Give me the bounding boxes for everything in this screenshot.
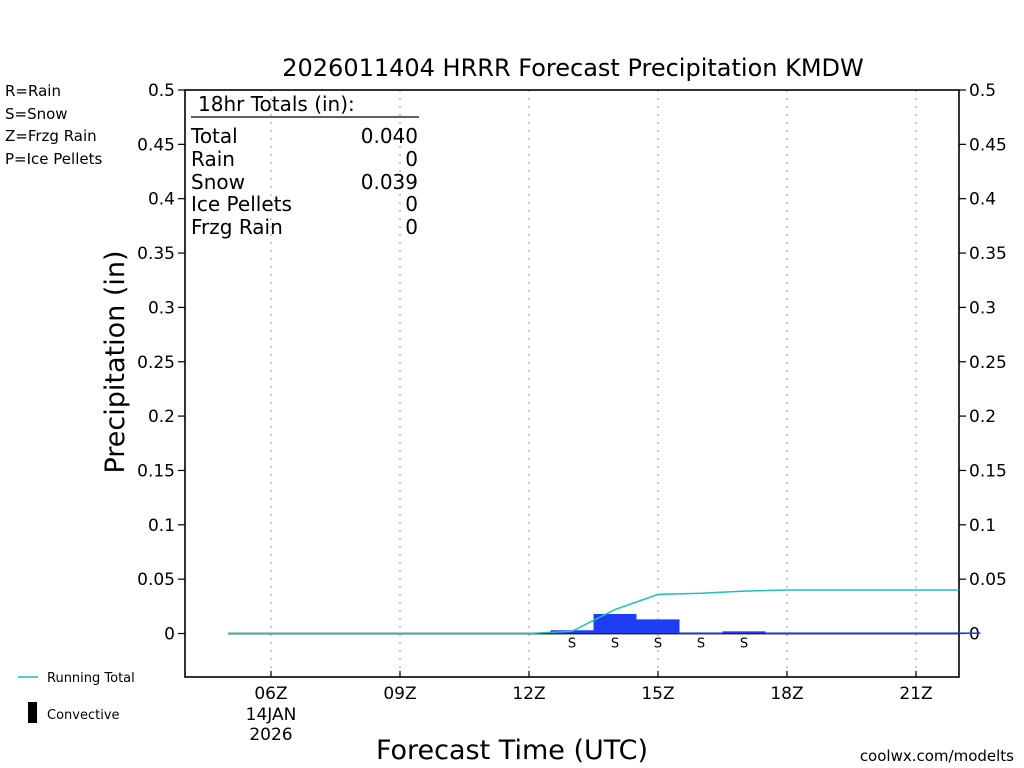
totals-value-ice-pellets: 0 <box>405 192 418 216</box>
legend-ice-pellets: P=Ice Pellets <box>5 150 102 168</box>
xtick-label-18Z: 18Z <box>770 684 803 704</box>
x-axis-title: Forecast Time (UTC) <box>376 735 648 766</box>
totals-value-total: 0.040 <box>361 124 418 148</box>
precip-bar-19 <box>808 632 852 634</box>
ytick-label-left: 0.25 <box>137 353 175 373</box>
totals-label-ice-pellets: Ice Pellets <box>191 192 292 216</box>
vertical-gridlines <box>270 90 917 677</box>
ytick-label-left: 0.2 <box>148 407 175 427</box>
xtick-label-21Z: 21Z <box>899 684 932 704</box>
totals-value-frzg-rain: 0 <box>405 215 418 239</box>
ytick-label-left: 0.5 <box>148 81 175 101</box>
ytick-label-right: 0 <box>969 625 980 645</box>
xtick-date: 14JAN <box>246 705 297 725</box>
precip-bar-17 <box>722 631 766 634</box>
ptype-marker: S <box>740 637 748 652</box>
credit-text: coolwx.com/modelts <box>860 747 1014 765</box>
ytick-label-left: 0.1 <box>148 516 175 536</box>
precip-bar-16 <box>679 632 723 634</box>
totals-label-rain: Rain <box>191 147 235 171</box>
chart-title: 2026011404 HRRR Forecast Precipitation K… <box>282 54 864 82</box>
ytick-label-left: 0.05 <box>137 570 175 590</box>
totals-box: 18hr Totals (in): Total 0.040 Rain 0 Sno… <box>190 92 419 239</box>
ytick-label-left: 0.45 <box>137 135 175 155</box>
totals-value-rain: 0 <box>405 147 418 171</box>
legend-snow: S=Snow <box>5 105 68 123</box>
ytick-label-right: 0.2 <box>969 407 996 427</box>
totals-label-total: Total <box>190 124 238 148</box>
precip-bar-15 <box>636 619 680 634</box>
xtick-label-06Z: 06Z <box>254 684 287 704</box>
precip-bar-21 <box>894 632 938 634</box>
ptype-marker: S <box>611 637 619 652</box>
ytick-label-left: 0.35 <box>137 244 175 264</box>
xtick-label-12Z: 12Z <box>512 684 545 704</box>
totals-value-snow: 0.039 <box>361 170 418 194</box>
ytick-label-right: 0.5 <box>969 81 996 101</box>
ytick-label-right: 0.25 <box>969 353 1007 373</box>
ytick-label-right: 0.4 <box>969 190 996 210</box>
convective-swatch <box>28 702 37 723</box>
series-legend: Running Total Convective <box>18 671 135 723</box>
legend-convective: Convective <box>47 708 120 723</box>
plot-frame <box>184 89 960 678</box>
totals-label-snow: Snow <box>191 170 245 194</box>
ytick-label-left: 0.15 <box>137 461 175 481</box>
y-axis-right: 0.5 0.45 0.4 0.35 0.3 0.25 0.2 0.15 0.1 0.05 0 <box>959 81 1007 645</box>
ytick-label-right: 0.35 <box>969 244 1007 264</box>
ytick-label-right: 0.1 <box>969 516 996 536</box>
xtick-year: 2026 <box>249 725 292 745</box>
ytick-label-right: 0.05 <box>969 570 1007 590</box>
ytick-label-right: 0.3 <box>969 298 996 318</box>
xtick-label-09Z: 09Z <box>383 684 416 704</box>
ytick-label-left: 0.4 <box>148 190 175 210</box>
hourly-precip-bars <box>550 613 981 634</box>
legend-frzg-rain: Z=Frzg Rain <box>5 127 97 145</box>
legend-rain: R=Rain <box>5 82 61 100</box>
ytick-label-left: 0.3 <box>148 298 175 318</box>
y-axis-left: 0.5 0.45 0.4 0.35 0.3 0.25 0.2 0.15 0.1 0.05 0 <box>137 81 185 645</box>
legend-running-total: Running Total <box>47 671 135 686</box>
ptype-legend: R=Rain S=Snow Z=Frzg Rain P=Ice Pellets <box>5 82 102 168</box>
precip-bar-14 <box>593 613 637 634</box>
precip-bar-18 <box>765 632 809 634</box>
ytick-label-right: 0.15 <box>969 461 1007 481</box>
precip-bar-22 <box>937 632 981 634</box>
ptype-marker: S <box>697 637 705 652</box>
precip-bar-20 <box>851 632 895 634</box>
ptype-marker: S <box>654 637 662 652</box>
running-total-line <box>228 589 959 635</box>
y-axis-title: Precipitation (in) <box>100 250 131 473</box>
ytick-label-left: 0 <box>164 625 175 645</box>
totals-heading: 18hr Totals (in): <box>198 92 355 116</box>
totals-label-frzg-rain: Frzg Rain <box>191 215 283 239</box>
xtick-label-15Z: 15Z <box>641 684 674 704</box>
ytick-label-right: 0.45 <box>969 135 1007 155</box>
ptype-marker: S <box>568 637 576 652</box>
